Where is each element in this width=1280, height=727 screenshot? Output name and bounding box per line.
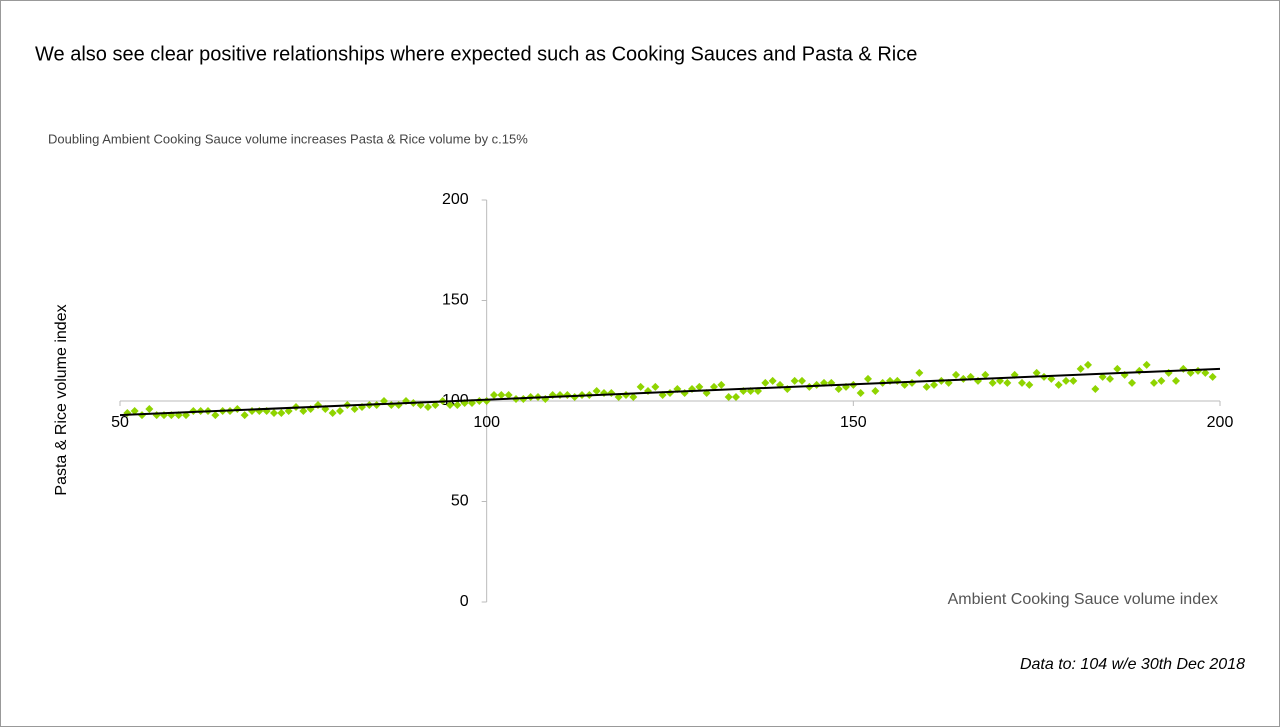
scatter-point <box>130 407 139 416</box>
x-tick-label: 50 <box>111 414 129 431</box>
scatter-point <box>211 411 220 420</box>
x-tick-label: 200 <box>1207 414 1234 431</box>
scatter-point <box>299 407 308 416</box>
scatter-point <box>490 390 498 399</box>
scatter-point <box>1076 364 1085 373</box>
scatter-point <box>1142 360 1151 369</box>
scatter-point <box>328 409 337 418</box>
y-tick-label: 50 <box>451 493 469 510</box>
scatter-point <box>922 382 931 391</box>
y-tick-label: 150 <box>442 292 469 309</box>
scatter-point <box>856 388 865 397</box>
scatter-point <box>431 401 440 410</box>
scatter-point <box>1098 372 1107 381</box>
annotation: Data to: 104 w/e 30th Dec 2018 <box>1020 656 1245 673</box>
scatter-point <box>1084 360 1092 369</box>
scatter-point <box>651 382 660 391</box>
scatter-point <box>1150 378 1158 387</box>
scatter-point <box>915 368 924 377</box>
scatter-point <box>1062 376 1070 385</box>
y-tick-label: 200 <box>442 191 469 208</box>
scatter-point <box>504 390 513 399</box>
x-tick-label: 100 <box>473 414 500 431</box>
scatter-point <box>636 382 645 391</box>
scatter-point <box>871 386 880 395</box>
scatter-point <box>1106 374 1114 383</box>
scatter-point <box>1113 364 1122 373</box>
scatter-point <box>424 403 432 412</box>
scatter-point <box>497 390 506 399</box>
scatter-point <box>981 370 990 379</box>
trend-line <box>119 367 1221 417</box>
scatter-point <box>834 384 843 393</box>
scatter-point <box>453 401 462 410</box>
scatter-point <box>798 376 806 385</box>
scatter-point <box>930 380 938 389</box>
scatter-point <box>629 392 638 401</box>
scatter-point <box>1003 378 1012 387</box>
scatter-point <box>1128 378 1136 387</box>
scatter-point <box>790 376 799 385</box>
scatter-point <box>1172 376 1180 385</box>
scatter-point <box>724 392 733 401</box>
scatter-point <box>277 409 286 418</box>
x-tick-label: 150 <box>840 414 867 431</box>
title: We also see clear positive relationships… <box>35 43 917 65</box>
scatter-point <box>952 370 960 379</box>
scatter-point <box>592 386 601 395</box>
subtitle: Doubling Ambient Cooking Sauce volume in… <box>48 131 528 146</box>
scatter-point <box>761 378 770 387</box>
scatter-point <box>695 382 704 391</box>
scatter-point <box>1157 376 1166 385</box>
x-axis-title: Ambient Cooking Sauce volume index <box>948 591 1218 608</box>
scatter-point <box>270 409 278 418</box>
scatter-point <box>1201 368 1210 377</box>
scatter-point <box>336 407 344 416</box>
scatter-point <box>240 411 249 420</box>
scatter-point <box>717 380 726 389</box>
y-tick-label: 0 <box>460 593 469 610</box>
y-axis-title: Pasta & Rice volume index <box>53 304 70 495</box>
scatter-point <box>1069 376 1078 385</box>
scatter-point <box>350 405 359 414</box>
scatter-point <box>988 378 997 387</box>
scatter-point <box>1025 380 1034 389</box>
scatter-point <box>1054 380 1063 389</box>
scatter-point <box>864 374 872 383</box>
scatter-point <box>1091 384 1100 393</box>
scatter-point <box>768 376 777 385</box>
scatter-point <box>1032 368 1041 377</box>
scatter-point <box>446 401 454 410</box>
scatter-point <box>732 392 740 401</box>
scatter-point <box>145 405 154 414</box>
scatter-point <box>1018 378 1026 387</box>
scatter-point <box>710 382 718 391</box>
scatter-point <box>1208 372 1217 381</box>
